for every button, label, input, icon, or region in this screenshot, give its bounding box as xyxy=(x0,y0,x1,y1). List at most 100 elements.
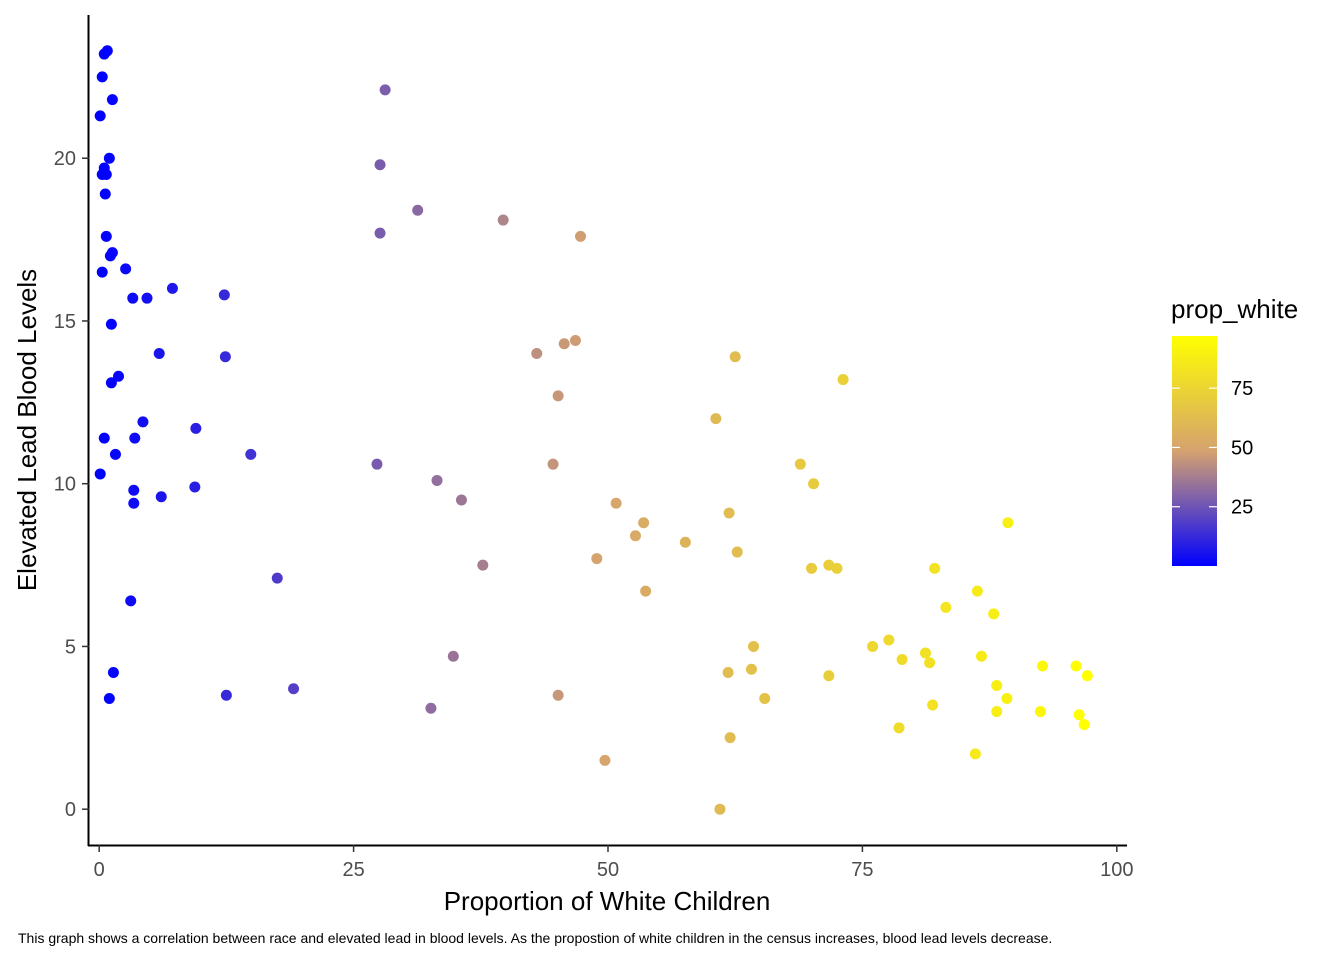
legend-tick-label: 50 xyxy=(1231,437,1253,459)
data-point-34 xyxy=(128,497,140,509)
data-point-49 xyxy=(531,348,543,360)
data-point-76 xyxy=(837,374,849,386)
data-point-19 xyxy=(105,318,117,330)
data-point-75 xyxy=(759,693,771,705)
data-point-82 xyxy=(823,670,835,682)
data-point-78 xyxy=(808,478,820,490)
data-point-27 xyxy=(129,432,141,444)
data-point-36 xyxy=(125,595,137,607)
data-point-33 xyxy=(155,491,167,503)
data-point-88 xyxy=(924,657,936,669)
data-point-73 xyxy=(745,663,757,675)
data-point-81 xyxy=(831,562,843,574)
data-point-38 xyxy=(103,693,115,705)
x-tick-label: 25 xyxy=(342,859,364,881)
legend-title: prop_white xyxy=(1171,294,1298,324)
data-point-48 xyxy=(569,334,581,346)
data-point-40 xyxy=(288,683,300,695)
data-point-63 xyxy=(591,553,603,565)
data-point-100 xyxy=(1037,660,1049,672)
legend-tick-label: 75 xyxy=(1231,378,1253,400)
data-point-66 xyxy=(729,351,741,363)
data-point-37 xyxy=(107,666,119,678)
data-point-13 xyxy=(120,263,132,275)
data-point-35 xyxy=(271,572,283,584)
data-point-56 xyxy=(447,650,459,662)
data-point-9 xyxy=(99,188,111,200)
data-point-42 xyxy=(374,159,386,171)
data-point-44 xyxy=(412,204,424,216)
data-point-39 xyxy=(220,689,232,701)
data-point-53 xyxy=(431,474,443,486)
data-point-87 xyxy=(920,647,932,659)
data-point-89 xyxy=(927,699,939,711)
data-point-96 xyxy=(991,706,1003,718)
data-point-23 xyxy=(105,377,117,389)
data-point-92 xyxy=(971,585,983,597)
data-point-86 xyxy=(893,722,905,734)
y-tick-label: 15 xyxy=(54,311,76,333)
data-point-54 xyxy=(455,494,467,506)
color-legend: prop_white 25 50 75 xyxy=(1171,294,1298,566)
x-axis-ticks: 0 25 50 75 100 xyxy=(94,845,1134,881)
data-point-26 xyxy=(98,432,110,444)
data-point-25 xyxy=(190,422,202,434)
data-point-70 xyxy=(714,803,726,815)
data-point-79 xyxy=(806,562,818,574)
data-point-90 xyxy=(929,562,941,574)
data-point-50 xyxy=(552,390,564,402)
data-point-65 xyxy=(599,754,611,766)
data-point-93 xyxy=(975,650,987,662)
legend-tick-label: 25 xyxy=(1231,497,1253,519)
data-point-17 xyxy=(127,292,139,304)
data-point-98 xyxy=(969,748,981,760)
y-tick-label: 20 xyxy=(54,148,76,170)
data-point-58 xyxy=(552,689,564,701)
data-point-99 xyxy=(1002,517,1014,529)
data-point-20 xyxy=(153,348,165,360)
data-point-67 xyxy=(710,413,722,425)
x-tick-label: 0 xyxy=(94,859,105,881)
data-point-5 xyxy=(103,152,115,164)
data-point-74 xyxy=(722,666,734,678)
data-point-2 xyxy=(96,71,108,83)
data-point-15 xyxy=(166,282,178,294)
data-point-91 xyxy=(940,601,952,613)
data-point-83 xyxy=(867,640,879,652)
data-point-77 xyxy=(794,458,806,470)
data-point-62 xyxy=(679,536,691,548)
data-point-64 xyxy=(640,585,652,597)
legend-ticks: 25 50 75 xyxy=(1172,378,1253,519)
data-point-22 xyxy=(113,370,125,382)
data-point-52 xyxy=(371,458,383,470)
data-point-16 xyxy=(141,292,153,304)
data-point-3 xyxy=(106,94,118,106)
data-point-59 xyxy=(610,497,622,509)
legend-colorbar xyxy=(1172,336,1217,566)
data-point-45 xyxy=(497,214,509,226)
data-point-71 xyxy=(724,732,736,744)
data-point-43 xyxy=(374,227,386,239)
data-point-12 xyxy=(104,250,116,262)
x-tick-label: 75 xyxy=(851,859,873,881)
data-point-101 xyxy=(1035,706,1046,718)
data-point-1 xyxy=(98,48,110,60)
data-point-94 xyxy=(988,608,1000,620)
data-point-31 xyxy=(128,484,140,496)
data-point-95 xyxy=(991,680,1003,692)
data-point-72 xyxy=(748,640,760,652)
data-point-28 xyxy=(245,448,257,460)
data-point-103 xyxy=(1081,670,1093,682)
data-point-51 xyxy=(547,458,559,470)
data-point-102 xyxy=(1070,660,1082,672)
y-tick-label: 10 xyxy=(54,474,76,496)
chart-caption: This graph shows a correlation between r… xyxy=(18,930,1052,946)
data-point-24 xyxy=(137,416,149,428)
data-point-4 xyxy=(94,110,106,122)
data-point-18 xyxy=(218,289,230,301)
data-point-57 xyxy=(425,702,437,714)
data-point-21 xyxy=(219,351,231,363)
y-axis-ticks: 0 5 10 15 20 xyxy=(54,148,89,821)
data-point-105 xyxy=(1078,719,1090,731)
